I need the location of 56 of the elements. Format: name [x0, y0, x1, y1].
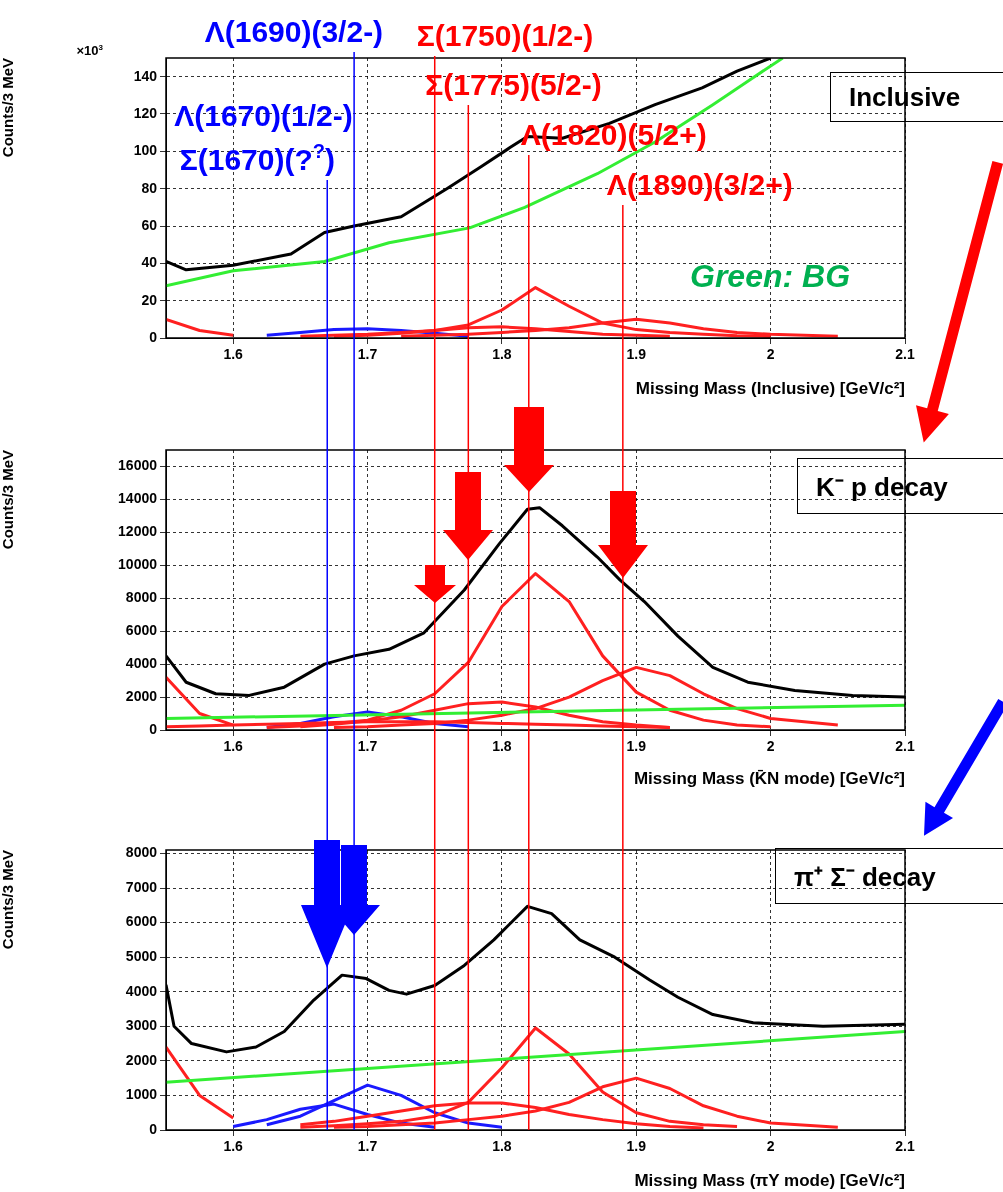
x-axis-title: Missing Mass (K̄N mode) [GeV/c²] — [633, 769, 905, 789]
x-tick-label: 1.9 — [626, 1138, 647, 1155]
x-tick-label: 1.6 — [223, 738, 244, 755]
x-tick-label: 1.6 — [223, 346, 244, 363]
ref-line-label: Λ(1670)(1/2-) — [174, 99, 353, 132]
x-tick-label: 1.9 — [626, 346, 647, 363]
x-tick-label: 2 — [766, 738, 775, 755]
x-tick-label: 2.1 — [895, 738, 915, 755]
y-tick-label: 14000 — [118, 490, 158, 507]
x-axis-title: Missing Mass (Inclusive) [GeV/c²] — [635, 379, 905, 399]
x-tick-label: 2 — [766, 346, 775, 363]
y-tick-label: 60 — [141, 216, 158, 233]
x-tick-label: 2.1 — [895, 1138, 915, 1155]
annotation: Σ(1670)(??) — [179, 140, 336, 176]
y-tick-label: 4000 — [125, 982, 158, 999]
y-tick-label: 2000 — [125, 1051, 158, 1068]
y-axis-title: Counts/3 MeV — [0, 850, 17, 950]
y-tick-label: 1000 — [125, 1086, 158, 1103]
y-axis-title: Counts/3 MeV — [0, 58, 17, 158]
y-tick-label: 5000 — [125, 948, 158, 965]
y-tick-label: 120 — [133, 104, 158, 121]
x-tick-label: 1.7 — [357, 738, 378, 755]
x-tick-label: 1.7 — [357, 1138, 378, 1155]
x-tick-label: 2 — [766, 1138, 775, 1155]
ref-line-label: Λ(1690)(3/2-) — [204, 15, 384, 48]
ref-line-label: Λ(1890)(3/2+) — [606, 168, 793, 201]
x-tick-label: 1.6 — [223, 1138, 244, 1155]
x-tick-label: 1.8 — [492, 738, 512, 755]
y-tick-label: 8000 — [125, 844, 158, 861]
y-tick-label: 20 — [141, 291, 158, 308]
x-tick-label: 1.8 — [492, 1138, 512, 1155]
x-tick-label: 1.9 — [626, 738, 647, 755]
y-tick-label: 2000 — [125, 687, 158, 704]
y-tick-label: 6000 — [125, 622, 158, 639]
y-tick-label: 100 — [133, 142, 158, 159]
y-tick-label: 140 — [133, 67, 158, 84]
y-tick-label: 8000 — [125, 589, 158, 606]
y-tick-label: 40 — [141, 254, 158, 271]
y-tick-label: 4000 — [125, 654, 158, 671]
y-tick-label: 0 — [149, 328, 158, 345]
x-tick-label: 1.8 — [492, 346, 512, 363]
ref-line-label: Σ(1750)(1/2-) — [416, 19, 594, 52]
y-tick-label: 7000 — [125, 878, 158, 895]
x-tick-label: 1.7 — [357, 346, 378, 363]
y-tick-label: 12000 — [118, 523, 158, 540]
y-tick-label: 80 — [141, 179, 158, 196]
annotation: Green: BG — [690, 258, 851, 294]
y-tick-label: 0 — [149, 720, 158, 737]
y-tick-label: 10000 — [118, 556, 158, 573]
x-axis-title: Missing Mass (πY mode) [GeV/c²] — [634, 1171, 905, 1191]
y-tick-label: 0 — [149, 1120, 158, 1137]
y-tick-label: 3000 — [125, 1017, 158, 1034]
y-tick-label: 16000 — [118, 457, 158, 474]
y-axis-title: Counts/3 MeV — [0, 450, 17, 550]
x-tick-label: 2.1 — [895, 346, 915, 363]
y-tick-label: 6000 — [125, 913, 158, 930]
